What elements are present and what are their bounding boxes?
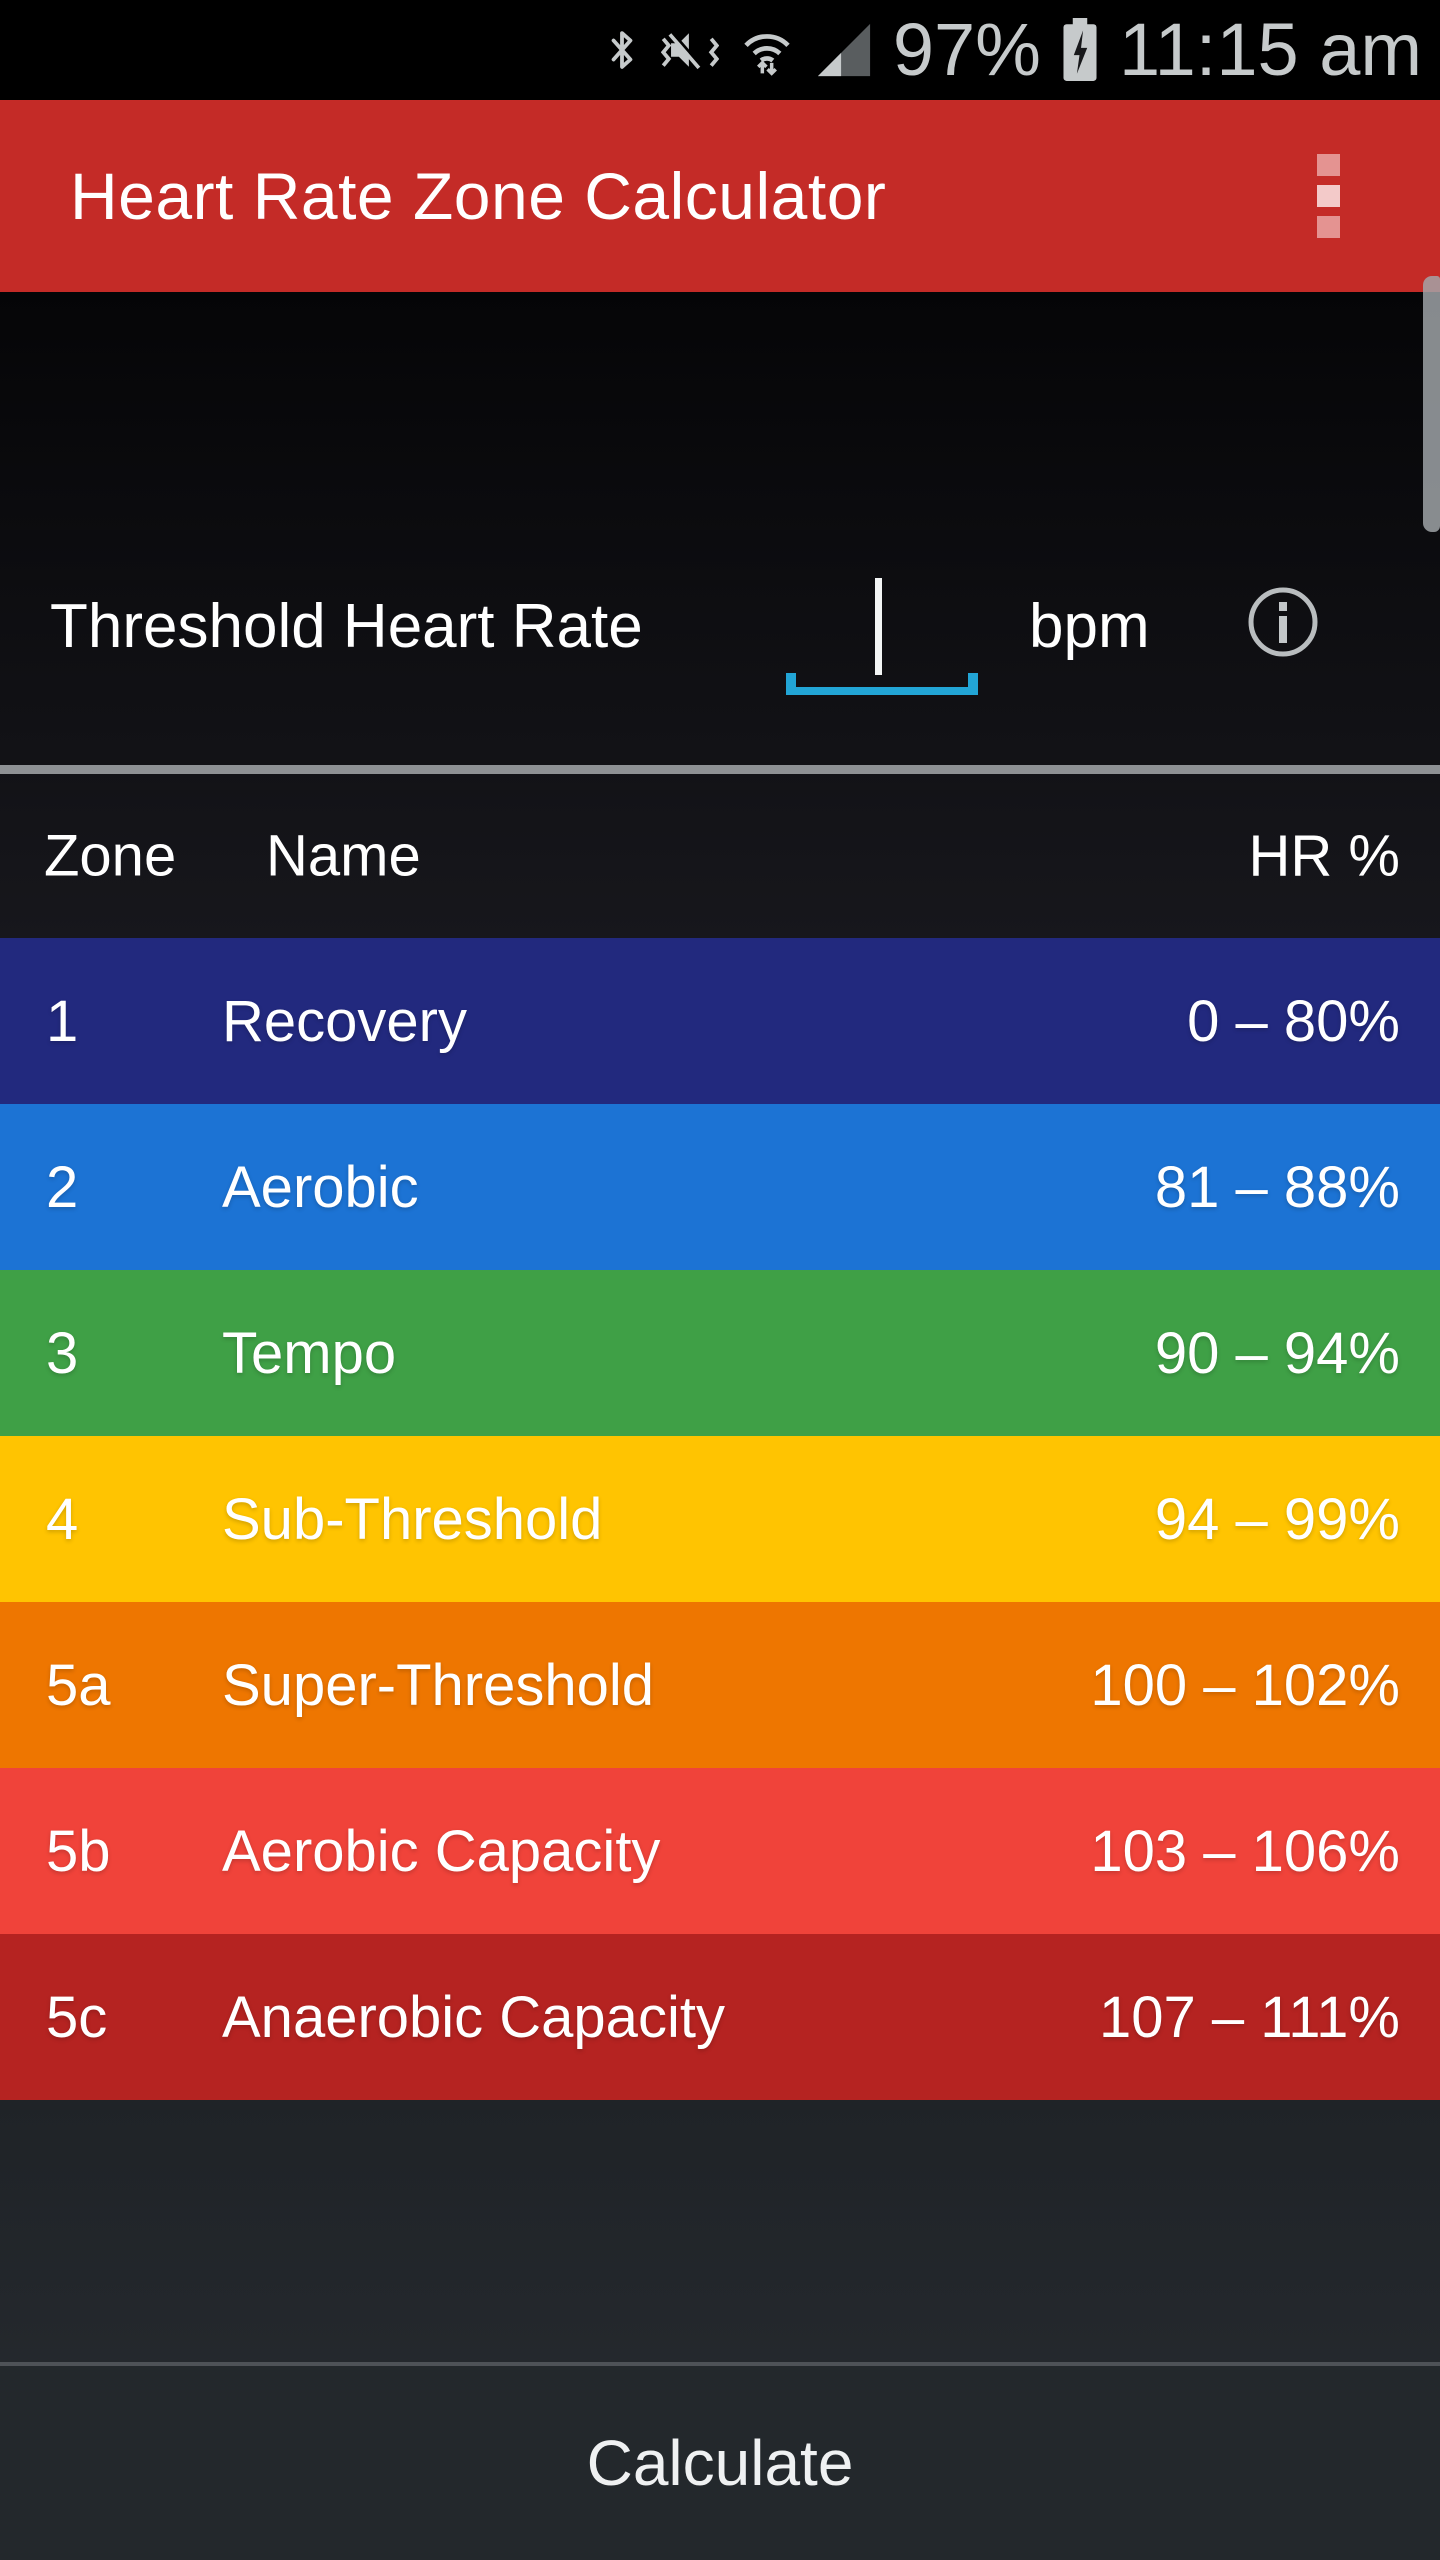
zone-name: Aerobic xyxy=(222,1154,419,1220)
table-header: Zone Name HR % xyxy=(0,774,1440,938)
zone-name: Anaerobic Capacity xyxy=(222,1984,725,2050)
section-divider xyxy=(0,765,1440,774)
zone-name: Recovery xyxy=(222,988,467,1054)
zone-hr-range: 81 – 88% xyxy=(1154,1154,1400,1220)
bottom-spacer xyxy=(0,2100,1440,2362)
bpm-unit: bpm xyxy=(1029,592,1150,661)
header-zone: Zone xyxy=(44,823,177,889)
zone-name: Super-Threshold xyxy=(222,1652,654,1718)
app-bar: Heart Rate Zone Calculator xyxy=(0,100,1440,292)
zone-number: 3 xyxy=(46,1320,79,1386)
zone-hr-range: 90 – 94% xyxy=(1154,1320,1400,1386)
threshold-input[interactable] xyxy=(786,673,978,695)
zone-row: 2 Aerobic 81 – 88% xyxy=(0,1104,1440,1270)
overflow-menu-icon[interactable] xyxy=(1317,154,1340,238)
zone-row: 5c Anaerobic Capacity 107 – 111% xyxy=(0,1934,1440,2100)
zone-name: Sub-Threshold xyxy=(222,1486,603,1552)
battery-percent: 97% xyxy=(892,8,1041,91)
signal-strength-icon xyxy=(817,23,870,77)
zone-hr-range: 0 – 80% xyxy=(1187,988,1400,1054)
bluetooth-icon xyxy=(611,31,633,69)
zone-number: 5c xyxy=(46,1984,108,2050)
threshold-section: Threshold Heart Rate bpm Zone Name HR % xyxy=(0,292,1440,938)
info-icon[interactable] xyxy=(1245,584,1321,660)
zone-number: 5b xyxy=(46,1818,111,1884)
input-underline xyxy=(786,673,978,695)
zone-row: 5b Aerobic Capacity 103 – 106% xyxy=(0,1768,1440,1934)
zone-number: 2 xyxy=(46,1154,79,1220)
zone-hr-range: 103 – 106% xyxy=(1090,1818,1400,1884)
zone-name: Aerobic Capacity xyxy=(222,1818,661,1884)
zone-row: 5a Super-Threshold 100 – 102% xyxy=(0,1602,1440,1768)
zone-hr-range: 107 – 111% xyxy=(1099,1984,1400,2050)
zone-number: 1 xyxy=(46,988,79,1054)
zone-hr-range: 100 – 102% xyxy=(1090,1652,1400,1718)
zone-row: 3 Tempo 90 – 94% xyxy=(0,1270,1440,1436)
zone-table: 1 Recovery 0 – 80% 2 Aerobic 81 – 88% 3 … xyxy=(0,938,1440,2100)
zone-name: Tempo xyxy=(222,1320,397,1386)
status-bar: 97% 11:15 am xyxy=(0,0,1440,100)
zone-number: 4 xyxy=(46,1486,79,1552)
battery-charging-icon xyxy=(1063,18,1097,81)
status-time: 11:15 am xyxy=(1118,8,1422,91)
text-cursor xyxy=(875,578,882,675)
vibrate-mute-icon xyxy=(660,31,719,70)
calculate-button[interactable]: Calculate xyxy=(586,2427,854,2499)
zone-row: 1 Recovery 0 – 80% xyxy=(0,938,1440,1104)
scrollbar-thumb[interactable] xyxy=(1423,276,1440,532)
footer-divider xyxy=(0,2362,1440,2366)
zone-number: 5a xyxy=(46,1652,111,1718)
calculate-bar: Calculate xyxy=(0,2366,1440,2560)
header-hr: HR % xyxy=(1248,823,1400,889)
header-name: Name xyxy=(266,823,421,889)
threshold-label: Threshold Heart Rate xyxy=(50,592,643,661)
wifi-icon xyxy=(744,34,790,76)
zone-hr-range: 94 – 99% xyxy=(1154,1486,1400,1552)
zone-row: 4 Sub-Threshold 94 – 99% xyxy=(0,1436,1440,1602)
app-title: Heart Rate Zone Calculator xyxy=(70,159,887,233)
